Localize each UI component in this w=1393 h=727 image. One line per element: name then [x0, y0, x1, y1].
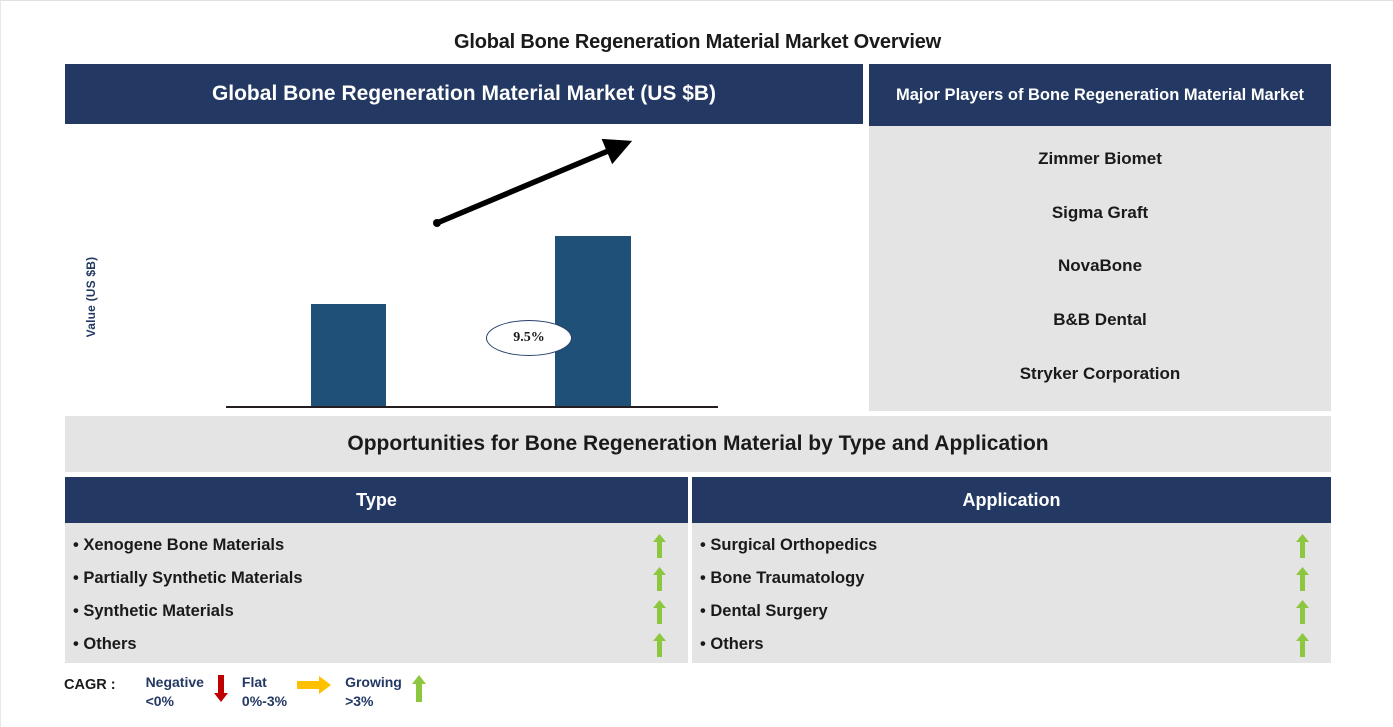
type-table-header: Type — [65, 477, 688, 523]
application-row-label: • Surgical Orthopedics — [700, 536, 878, 554]
bar-2031 — [555, 236, 631, 406]
application-row-label: • Bone Traumatology — [700, 569, 865, 587]
chart-plot-area: Value (US $B) 2025 2031 9.5% Source : Lu… — [65, 124, 863, 468]
growth-trend-arrow-icon — [433, 138, 633, 227]
growing-up-arrow-icon — [1296, 566, 1309, 591]
growing-up-arrow-icon — [411, 675, 426, 702]
table-row: • Dental Surgery — [692, 595, 1331, 628]
major-players-card: Major Players of Bone Regeneration Mater… — [869, 64, 1331, 411]
type-row-label: • Partially Synthetic Materials — [73, 569, 303, 587]
legend-item-flat: Flat 0%-3% — [242, 673, 341, 711]
table-row: • Bone Traumatology — [692, 562, 1331, 595]
cagr-legend: CAGR : Negative <0% Flat 0%-3% Growing >… — [64, 673, 440, 721]
application-table: Application • Surgical Orthopedics • Bon… — [692, 477, 1331, 663]
negative-down-arrow-icon — [213, 675, 228, 702]
legend-growing-name: Growing — [345, 674, 402, 690]
growing-up-arrow-icon — [653, 533, 666, 558]
table-row: • Others — [692, 628, 1331, 661]
application-row-label: • Others — [700, 635, 764, 653]
growing-up-arrow-icon — [1296, 632, 1309, 657]
growing-up-arrow-icon — [1296, 599, 1309, 624]
legend-item-negative: Negative <0% — [146, 673, 238, 711]
application-table-rows: • Surgical Orthopedics • Bone Traumatolo… — [692, 523, 1331, 661]
market-chart-card: Global Bone Regeneration Material Market… — [65, 64, 863, 468]
table-row: • Synthetic Materials — [65, 595, 688, 628]
list-item: B&B Dental — [1053, 310, 1147, 330]
legend-negative-name: Negative — [145, 674, 204, 690]
legend-flat-text: Flat 0%-3% — [242, 673, 287, 711]
list-item: Zimmer Biomet — [1038, 148, 1162, 168]
table-row: • Xenogene Bone Materials — [65, 529, 688, 562]
legend-item-growing: Growing >3% — [345, 673, 436, 711]
chart-card-header: Global Bone Regeneration Material Market… — [65, 64, 863, 124]
legend-negative-range: <0% — [145, 692, 174, 709]
legend-negative-text: Negative <0% — [146, 673, 204, 711]
players-list: Zimmer Biomet Sigma Graft NovaBone B&B D… — [869, 126, 1331, 411]
list-item: Stryker Corporation — [1019, 364, 1181, 384]
growing-up-arrow-icon — [1296, 533, 1309, 558]
list-item: NovaBone — [1057, 256, 1143, 276]
application-table-header: Application — [692, 477, 1331, 523]
opportunities-title: Opportunities for Bone Regeneration Mate… — [347, 432, 1049, 455]
page-title: Global Bone Regeneration Material Market… — [453, 31, 942, 53]
legend-growing-range: >3% — [345, 692, 374, 709]
type-row-label: • Synthetic Materials — [73, 602, 234, 620]
flat-right-arrow-icon — [297, 676, 332, 694]
chart-x-axis-line — [226, 406, 718, 408]
legend-flat-range: 0%-3% — [241, 692, 288, 709]
application-row-label: • Dental Surgery — [700, 602, 828, 620]
type-table-rows: • Xenogene Bone Materials • Partially Sy… — [65, 523, 688, 661]
growing-up-arrow-icon — [653, 632, 666, 657]
opportunities-band: Opportunities for Bone Regeneration Mate… — [65, 416, 1331, 472]
bar-2025 — [311, 304, 386, 406]
type-table: Type • Xenogene Bone Materials • Partial… — [65, 477, 688, 663]
legend-flat-name: Flat — [241, 674, 267, 690]
cagr-bubble: 9.5% — [486, 320, 572, 356]
legend-growing-text: Growing >3% — [345, 673, 402, 711]
type-row-label: • Others — [73, 635, 137, 653]
table-row: • Surgical Orthopedics — [692, 529, 1331, 562]
table-row: • Partially Synthetic Materials — [65, 562, 688, 595]
growing-up-arrow-icon — [653, 599, 666, 624]
players-card-header: Major Players of Bone Regeneration Mater… — [869, 64, 1331, 126]
table-row: • Others — [65, 628, 688, 661]
chart-y-axis-label: Value (US $B) — [84, 256, 98, 338]
cagr-legend-label: CAGR : — [64, 677, 116, 693]
list-item: Sigma Graft — [1051, 202, 1149, 222]
type-row-label: • Xenogene Bone Materials — [73, 536, 285, 554]
growing-up-arrow-icon — [653, 566, 666, 591]
